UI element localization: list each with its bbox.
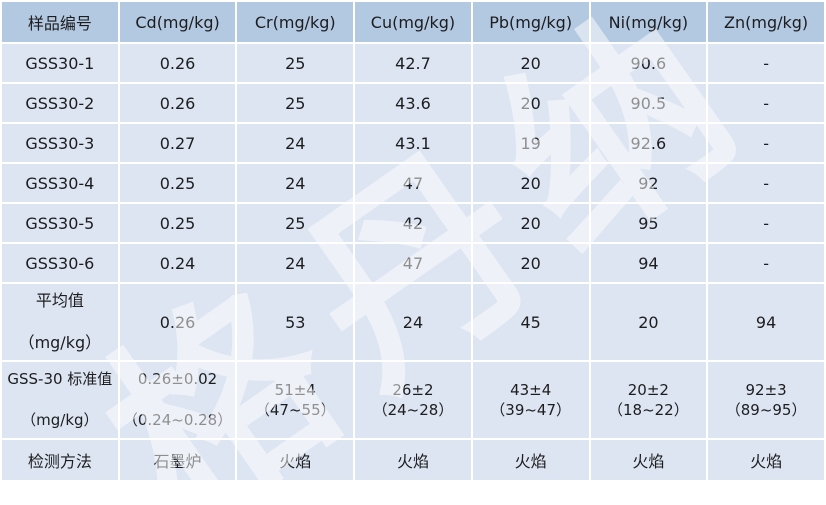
table-cell: 90.5: [588, 82, 709, 124]
header-cell-zn: Zn(mg/kg): [706, 0, 826, 44]
table-cell: 19: [470, 122, 591, 164]
table-cell: 47: [353, 242, 473, 284]
average-label-line1: 平均值: [35, 290, 84, 310]
table-cell-std-cd: 0.26±0.02 （0.24~0.28）: [117, 360, 238, 440]
row-label-method: 检测方法: [0, 438, 120, 482]
table-cell: -: [706, 162, 826, 204]
row-label: GSS30-6: [0, 242, 120, 284]
table-cell: 20: [470, 202, 591, 244]
table-cell: 0.25: [117, 162, 238, 204]
table-cell: 24: [235, 242, 356, 284]
table-cell: 43.6: [353, 82, 473, 124]
table-cell: 24: [235, 122, 356, 164]
table-cell-std-ni: 20±2（18~22）: [588, 360, 709, 440]
row-label: GSS30-4: [0, 162, 120, 204]
table-cell: 42.7: [353, 42, 473, 84]
table-cell: 20: [470, 42, 591, 84]
table-cell: 45: [470, 282, 591, 362]
header-cell-cu: Cu(mg/kg): [353, 0, 473, 44]
table-cell: 24: [353, 282, 473, 362]
table-cell: 20: [470, 162, 591, 204]
table-cell-std-pb: 43±4（39~47）: [470, 360, 591, 440]
table-row-gss30-2: GSS30-2 0.26 25 43.6 20 90.5 -: [0, 82, 826, 124]
table-cell-std-zn: 92±3（89~95）: [706, 360, 826, 440]
table-cell: 47: [353, 162, 473, 204]
table-row-gss30-5: GSS30-5 0.25 25 42 20 95 -: [0, 202, 826, 244]
table-cell: 53: [235, 282, 356, 362]
table-cell: -: [706, 202, 826, 244]
table-row-standard-value: GSS-30 标准值 （mg/kg） 0.26±0.02 （0.24~0.28）…: [0, 360, 826, 440]
header-cell-pb: Pb(mg/kg): [470, 0, 591, 44]
table-cell: 火焰: [235, 438, 356, 482]
std-cd-line2: （0.24~0.28）: [122, 411, 233, 429]
table-row-detection-method: 检测方法 石墨炉 火焰 火焰 火焰 火焰 火焰: [0, 438, 826, 482]
table-cell-std-cu: 26±2（24~28）: [353, 360, 473, 440]
table-cell: -: [706, 42, 826, 84]
table-cell: 火焰: [588, 438, 709, 482]
table-cell: -: [706, 82, 826, 124]
table-row-gss30-1: GSS30-1 0.26 25 42.7 20 90.6 -: [0, 42, 826, 84]
table-cell: 0.26: [117, 42, 238, 84]
results-table: 样品编号 Cd(mg/kg) Cr(mg/kg) Cu(mg/kg) Pb(mg…: [0, 0, 826, 482]
standard-label-line2: （mg/kg）: [21, 411, 99, 429]
row-label: GSS30-5: [0, 202, 120, 244]
table-cell: 42: [353, 202, 473, 244]
table-cell: 25: [235, 202, 356, 244]
table-cell: 0.24: [117, 242, 238, 284]
table-cell: 94: [706, 282, 826, 362]
header-cell-sample-id: 样品编号: [0, 0, 120, 44]
table-cell-std-cr: 51±4（47~55）: [235, 360, 356, 440]
row-label: GSS30-3: [0, 122, 120, 164]
table-cell: 20: [470, 242, 591, 284]
average-label-line2: （mg/kg）: [18, 333, 102, 352]
table-cell: 0.27: [117, 122, 238, 164]
header-cell-cr: Cr(mg/kg): [235, 0, 356, 44]
row-label: GSS30-1: [0, 42, 120, 84]
table-cell: 火焰: [706, 438, 826, 482]
row-label-average: 平均值 （mg/kg）: [0, 282, 120, 362]
table-row-gss30-3: GSS30-3 0.27 24 43.1 19 92.6 -: [0, 122, 826, 164]
std-cd-line1: 0.26±0.02: [137, 369, 218, 388]
table-cell: 95: [588, 202, 709, 244]
table-cell: 0.26: [117, 82, 238, 124]
header-cell-cd: Cd(mg/kg): [117, 0, 238, 44]
table-cell: 94: [588, 242, 709, 284]
table-cell: -: [706, 242, 826, 284]
table-cell: 25: [235, 82, 356, 124]
table-cell: 火焰: [353, 438, 473, 482]
table-row-gss30-4: GSS30-4 0.25 24 47 20 92 -: [0, 162, 826, 204]
row-label: GSS30-2: [0, 82, 120, 124]
table-cell: 0.25: [117, 202, 238, 244]
row-label-standard: GSS-30 标准值 （mg/kg）: [0, 360, 120, 440]
header-row: 样品编号 Cd(mg/kg) Cr(mg/kg) Cu(mg/kg) Pb(mg…: [0, 0, 826, 44]
table-row-average: 平均值 （mg/kg） 0.26 53 24 45 20 94: [0, 282, 826, 362]
table-cell: 90.6: [588, 42, 709, 84]
table-cell: 92.6: [588, 122, 709, 164]
table-cell: 火焰: [470, 438, 591, 482]
standard-label-line1: GSS-30 标准值: [7, 369, 113, 388]
table-cell: 92: [588, 162, 709, 204]
table-cell: 石墨炉: [117, 438, 238, 482]
table-cell: -: [706, 122, 826, 164]
table-cell: 25: [235, 42, 356, 84]
table-row-gss30-6: GSS30-6 0.24 24 47 20 94 -: [0, 242, 826, 284]
table-cell: 0.26: [117, 282, 238, 362]
table-cell: 20: [588, 282, 709, 362]
table-cell: 20: [470, 82, 591, 124]
table-cell: 43.1: [353, 122, 473, 164]
header-cell-ni: Ni(mg/kg): [588, 0, 709, 44]
table-cell: 24: [235, 162, 356, 204]
